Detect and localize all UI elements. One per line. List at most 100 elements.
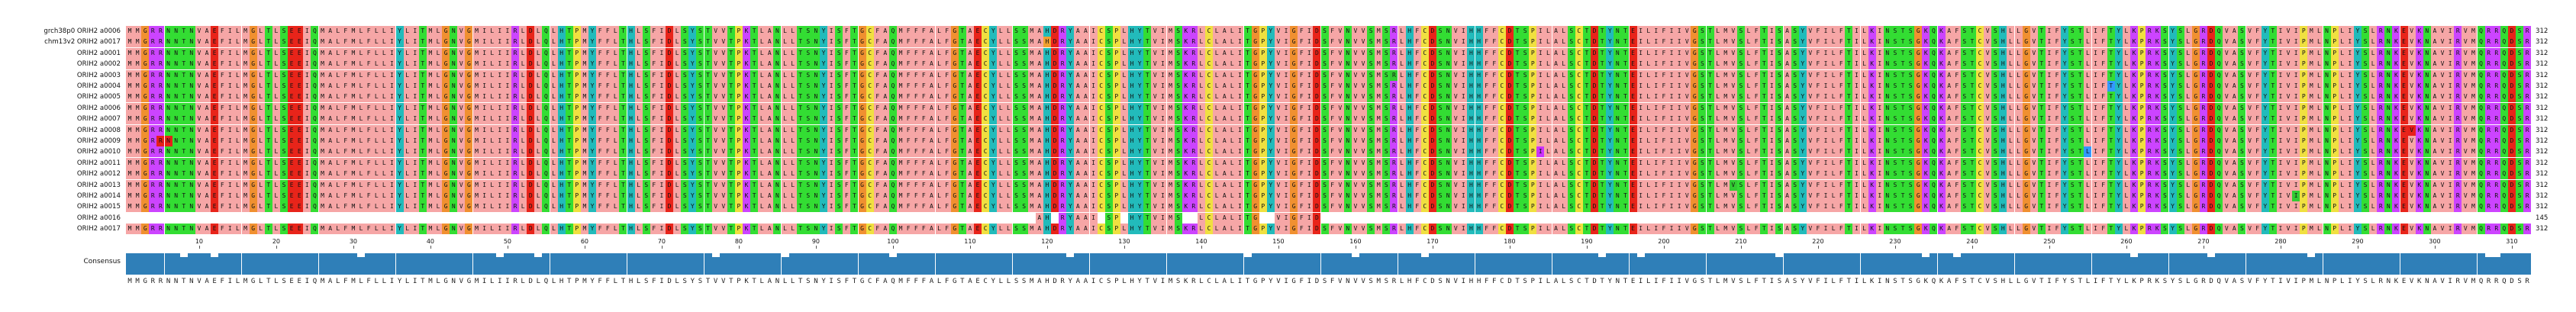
residue-cell: Y [1136, 59, 1144, 70]
residue-cell: M [580, 146, 588, 158]
residue-cell: I [2345, 124, 2354, 136]
residue-cell: L [372, 114, 381, 125]
residue-cell: S [642, 81, 650, 92]
residue-cell: Q [311, 179, 319, 191]
residue-cell: L [1714, 102, 1722, 114]
residue-cell: I [2345, 169, 2354, 180]
residue-cell: L [611, 69, 620, 81]
residue-cell: V [2284, 169, 2293, 180]
residue-cell: F [1328, 191, 1336, 201]
residue-cell: E [211, 102, 219, 114]
residue-cell: H [557, 157, 566, 169]
residue-cell: C [982, 26, 990, 37]
residue-cell: A [1945, 81, 1953, 92]
residue-cell: P [572, 26, 581, 37]
residue-cell: M [349, 146, 357, 158]
residue-cell: L [935, 69, 943, 81]
residue-cell: V [1683, 37, 1691, 48]
residue-cell: S [1174, 47, 1182, 59]
residue-cell: L [519, 124, 527, 136]
residue-cell: L [1197, 124, 1205, 136]
residue-cell: V [195, 124, 203, 136]
residue-cell: Y [688, 136, 697, 146]
residue-cell: L [634, 59, 643, 70]
residue-cell: L [1228, 102, 1236, 114]
residue-cell: I [1236, 124, 1244, 136]
residue-cell: M [1027, 102, 1036, 114]
residue-cell: S [2362, 47, 2370, 59]
residue-cell: Y [588, 69, 597, 81]
residue-cell: F [904, 124, 913, 136]
residue-cell: D [1313, 69, 1321, 81]
residue-cell: L [2184, 114, 2192, 125]
residue-cell: V [1452, 157, 1460, 169]
residue-cell: E [2400, 92, 2408, 103]
residue-cell: I [226, 26, 234, 37]
residue-cell: F [341, 37, 350, 48]
residue-cell: S [1567, 179, 1575, 191]
residue-cell: S [681, 102, 689, 114]
residue-cell: Q [2500, 59, 2508, 70]
residue-cell: F [2253, 102, 2262, 114]
residue-cell: T [1706, 81, 1714, 92]
residue-cell: S [835, 26, 843, 37]
residue-cell: L [1197, 114, 1205, 125]
residue-cell: V [1984, 169, 1992, 180]
residue-cell: I [2045, 191, 2053, 201]
residue-cell: H [1405, 69, 1414, 81]
residue-cell: H [1475, 169, 1483, 180]
residue-cell: H [627, 157, 635, 169]
residue-cell: H [1999, 179, 2007, 191]
residue-cell: L [997, 59, 1005, 70]
residue-cell: S [2238, 102, 2246, 114]
residue-cell: D [666, 102, 674, 114]
residue-cell: I [827, 124, 836, 136]
residue-cell: Y [2168, 92, 2177, 103]
residue-cell: A [927, 136, 936, 146]
residue-cell: E [295, 136, 304, 146]
residue-cell: L [1745, 157, 1753, 169]
residue-cell: T [2107, 26, 2115, 37]
residue-cell: H [1405, 114, 1414, 125]
residue-cell: L [1004, 26, 1013, 37]
residue-cell: K [1922, 26, 1930, 37]
residue-cell: T [1621, 26, 1630, 37]
residue-cell: S [2161, 136, 2169, 146]
residue-cell: D [527, 59, 535, 70]
residue-cell: L [272, 47, 280, 59]
residue-cell: E [288, 81, 296, 92]
residue-cell: F [650, 47, 658, 59]
residue-cell: G [1691, 169, 1699, 180]
residue-cell: A [966, 37, 974, 48]
residue-cell: L [1644, 81, 1652, 92]
residue-cell: I [480, 169, 488, 180]
residue-cell: M [2469, 157, 2478, 169]
residue-cell: V [1683, 169, 1691, 180]
residue-cell: V [2030, 114, 2038, 125]
residue-cell: P [1259, 92, 1267, 103]
residue-cell: V [2439, 146, 2447, 158]
residue-cell: A [1945, 157, 1953, 169]
residue-cell: A [1074, 92, 1082, 103]
residue-cell: F [1837, 114, 1846, 125]
residue-cell: K [2415, 47, 2423, 59]
residue-cell: I [2045, 124, 2053, 136]
residue-cell: T [796, 59, 804, 70]
residue-cell: D [527, 169, 535, 180]
residue-cell: S [696, 69, 704, 81]
residue-cell: Y [2114, 114, 2123, 125]
residue-cell: M [126, 169, 134, 180]
residue-cell: A [1783, 81, 1791, 92]
residue-cell: P [2138, 102, 2146, 114]
residue-cell: F [1298, 69, 1306, 81]
residue-cell: F [2053, 157, 2062, 169]
residue-cell: F [1298, 146, 1306, 158]
residue-cell: R [1390, 191, 1398, 201]
residue-cell: M [241, 114, 250, 125]
residue-cell: V [719, 114, 727, 125]
residue-cell: I [480, 47, 488, 59]
residue-cell: D [1428, 136, 1436, 146]
residue-cell: T [1598, 114, 1607, 125]
residue-cell: K [1922, 37, 1930, 48]
residue-cell: A [881, 47, 889, 59]
